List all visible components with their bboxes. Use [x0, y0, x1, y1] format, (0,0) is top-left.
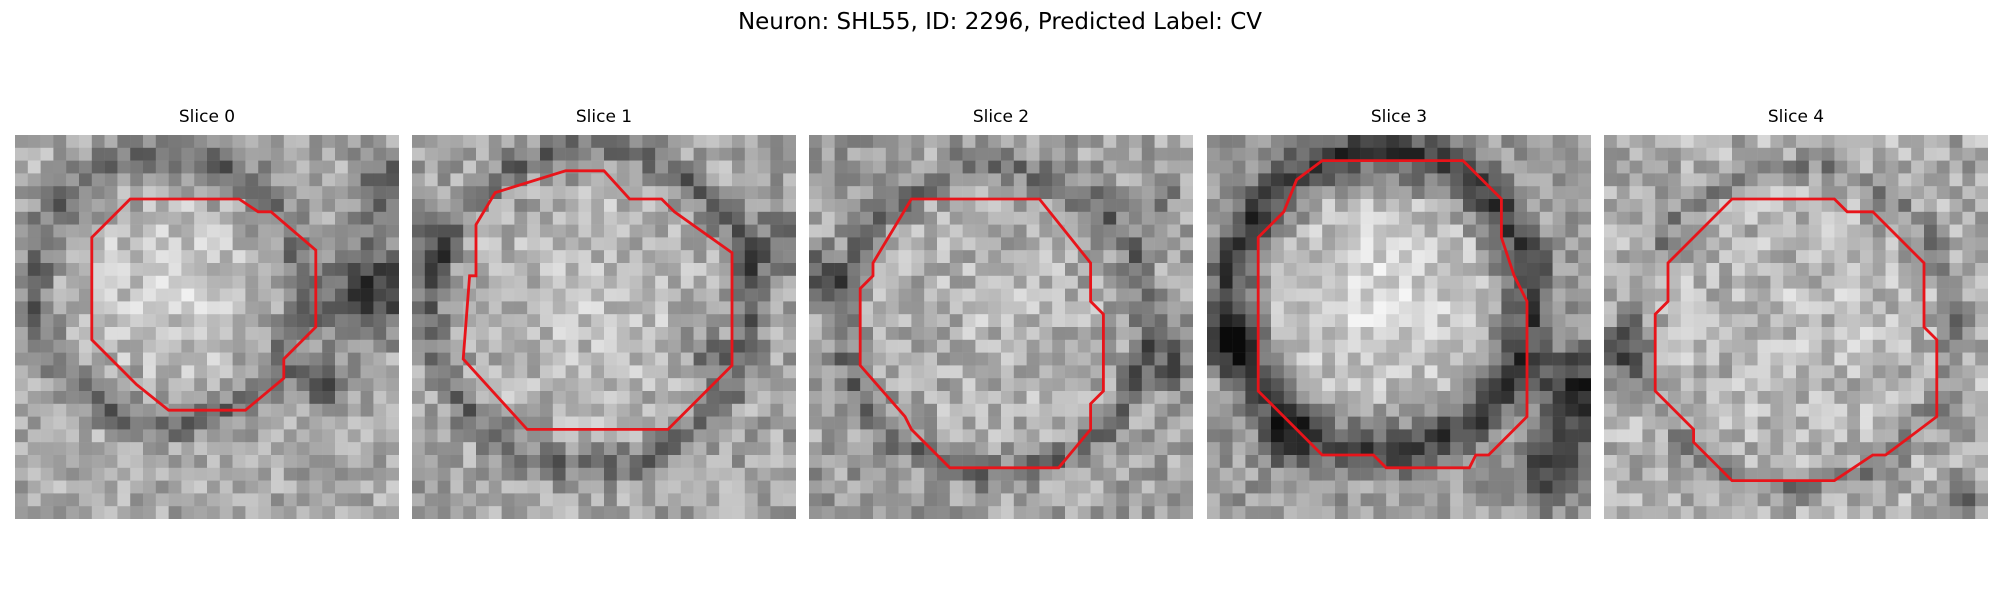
slice-image-svg [1604, 135, 1988, 519]
slice-image-svg [1207, 135, 1591, 519]
segmentation-contour [461, 169, 734, 431]
segmentation-contour [90, 197, 318, 412]
slice-panel-4: Slice 4 [1604, 106, 1988, 519]
slice-title: Slice 4 [1767, 107, 1825, 127]
slice-image [15, 135, 399, 519]
slice-title: Slice 0 [178, 107, 236, 127]
slice-image [1604, 135, 1988, 519]
slice-image [809, 135, 1193, 519]
segmentation-contour [1653, 197, 1939, 483]
slice-image [1207, 135, 1591, 519]
figure-title: Neuron: SHL55, ID: 2296, Predicted Label… [737, 9, 1263, 35]
slice-image-svg [809, 135, 1193, 519]
segmentation-contour [1256, 159, 1529, 470]
slice-panel-1: Slice 1 [412, 106, 796, 519]
slice-image-svg [412, 135, 796, 519]
slice-image-svg [15, 135, 399, 519]
slice-title: Slice 1 [575, 107, 633, 127]
slice-title: Slice 3 [1370, 107, 1428, 127]
slice-panel-2: Slice 2 [809, 106, 1193, 519]
slice-panel-0: Slice 0 [15, 106, 399, 519]
slice-title: Slice 2 [972, 107, 1030, 127]
slice-panel-3: Slice 3 [1207, 106, 1591, 519]
slice-image [412, 135, 796, 519]
segmentation-contour [858, 197, 1105, 470]
